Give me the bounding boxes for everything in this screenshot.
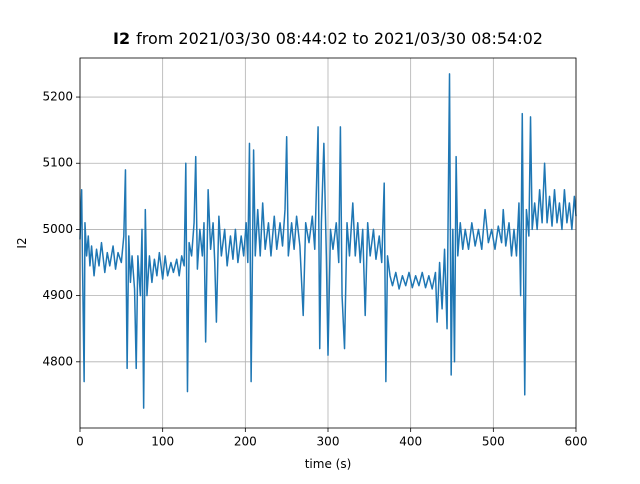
y-tick-label: 5000 [42, 222, 73, 236]
y-tick-label: 4900 [42, 288, 73, 302]
plot-frame [79, 57, 577, 429]
title-variable: I2 [113, 29, 130, 48]
data-line [79, 73, 577, 409]
y-tick-label: 5200 [42, 90, 73, 104]
x-tick-label: 100 [151, 435, 174, 449]
x-axis-label: time (s) [305, 457, 352, 471]
title-range: from 2021/03/30 08:44:02 to 2021/03/30 0… [136, 29, 543, 48]
x-tick-label: 500 [482, 435, 505, 449]
x-tick-label: 600 [565, 435, 588, 449]
x-tick-label: 0 [76, 435, 84, 449]
y-tick-label: 5100 [42, 156, 73, 170]
y-tick-label: 4800 [42, 354, 73, 368]
y-axis-label: I2 [15, 237, 29, 248]
x-tick-label: 200 [234, 435, 257, 449]
x-tick-label: 400 [399, 435, 422, 449]
x-tick-label: 300 [317, 435, 340, 449]
chart-title: I2 from 2021/03/30 08:44:02 to 2021/03/30… [113, 29, 543, 48]
